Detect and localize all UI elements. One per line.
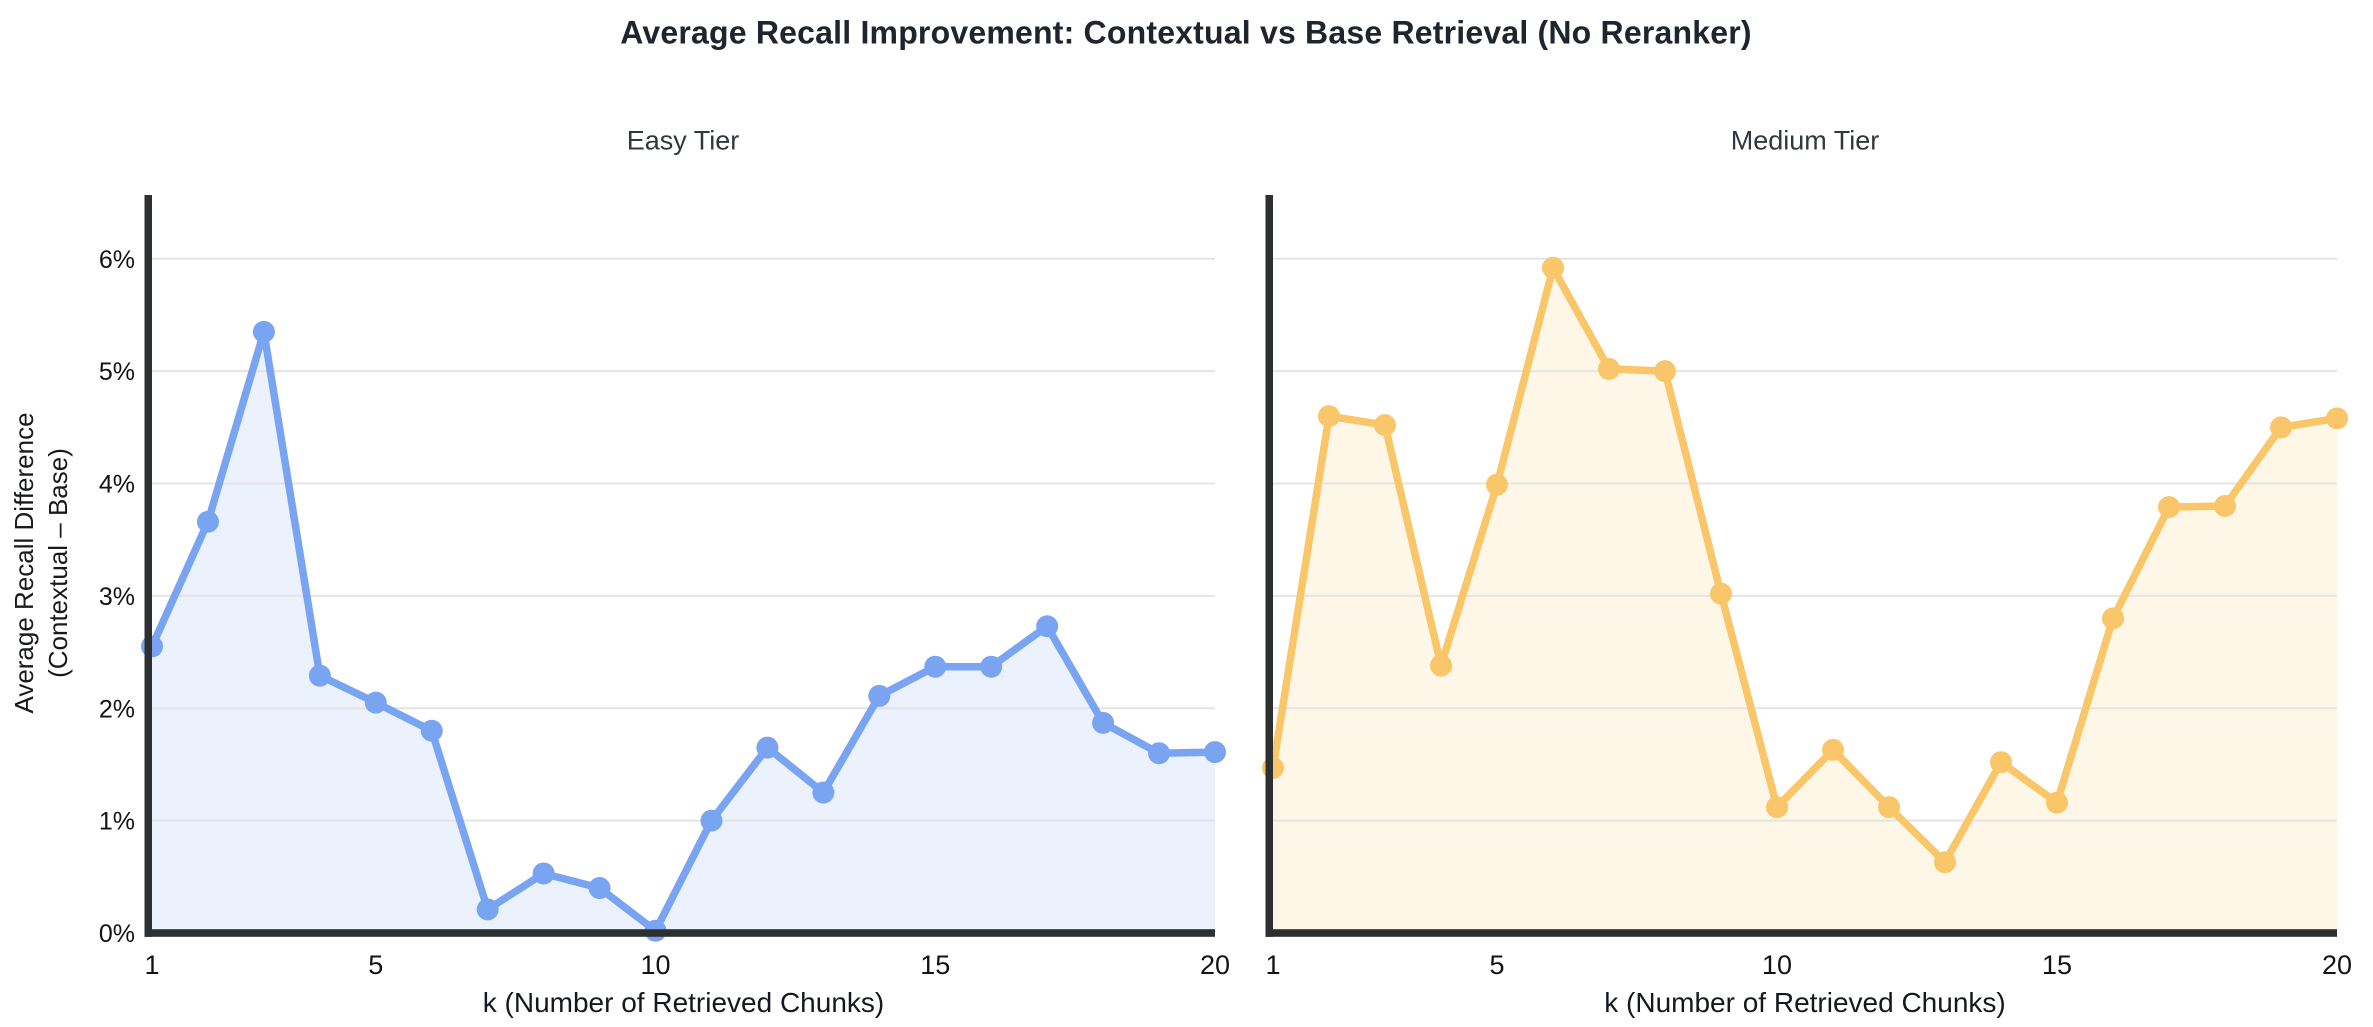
medium-tier-chart: 1 5 10 15 20k (Number of Retrieved Chunks) (1262, 195, 2352, 1018)
data-point (924, 655, 947, 678)
y-tick-label: 0% (99, 920, 135, 948)
data-point (1542, 256, 1564, 279)
x-tick-label: 1 (1265, 950, 1280, 980)
data-point (1092, 711, 1115, 734)
x-tick-label: 5 (1489, 950, 1504, 980)
data-point (812, 781, 835, 804)
easy-tier-chart: 0%1%2%3%4%5%6%1 5 10 15 20k (Number of Retri… (99, 195, 1230, 1018)
data-point (868, 684, 891, 707)
y-tick-label: 2% (99, 695, 135, 723)
y-axis-title-line1: Average Recall Difference (9, 412, 39, 714)
x-tick-label: 1 (144, 950, 159, 980)
x-tick-label: 20 (2322, 950, 2352, 980)
data-point (1654, 360, 1676, 383)
data-point (1204, 741, 1226, 764)
data-point (1990, 751, 2012, 774)
page-title: Average Recall Improvement: Contextual v… (620, 14, 1752, 51)
data-point (532, 862, 555, 885)
data-point (2046, 791, 2068, 814)
data-point (1878, 796, 1900, 819)
y-tick-label: 6% (99, 246, 135, 274)
data-point (1822, 738, 1844, 761)
y-tick-label: 5% (99, 358, 135, 386)
x-tick-label: 10 (641, 950, 671, 980)
y-tick-label: 4% (99, 471, 135, 499)
data-point (1598, 357, 1620, 380)
data-point (980, 655, 1003, 678)
y-axis-title: Average Recall Difference (Contextual – … (7, 412, 75, 713)
x-axis-line (1265, 929, 2337, 937)
data-point (756, 736, 779, 759)
data-point (308, 664, 331, 687)
x-tick-label: 15 (920, 950, 950, 980)
x-axis-title: k (Number of Retrieved Chunks) (1604, 987, 2005, 1018)
easy-tier-subtitle: Easy Tier (626, 125, 740, 156)
x-axis-line (144, 929, 1215, 937)
data-point (1430, 654, 1452, 677)
data-point (420, 719, 443, 742)
x-tick-label: 10 (1762, 950, 1792, 980)
data-point (1318, 405, 1340, 428)
data-point (2326, 407, 2348, 430)
data-point (700, 809, 723, 832)
data-point (1036, 615, 1059, 638)
data-point (252, 320, 275, 343)
y-axis-line (144, 195, 152, 937)
data-point (1934, 851, 1956, 874)
x-tick-label: 5 (368, 950, 383, 980)
data-point (2270, 416, 2292, 439)
series-area-fill (152, 331, 1215, 933)
medium-tier-subtitle: Medium Tier (1730, 125, 1880, 156)
data-point (2102, 607, 2124, 630)
data-point (2214, 495, 2236, 518)
series-area-fill (1273, 267, 2337, 933)
y-tick-label: 3% (99, 583, 135, 611)
data-point (196, 510, 219, 533)
data-point (1374, 414, 1396, 437)
series-line (1269, 264, 2341, 866)
data-point (364, 691, 387, 714)
y-tick-label: 1% (99, 808, 135, 836)
data-point (476, 898, 499, 921)
data-point (1486, 473, 1508, 496)
data-point (1148, 742, 1171, 765)
y-axis-title-line2: (Contextual – Base) (43, 448, 73, 678)
data-point (1766, 796, 1788, 819)
data-point (588, 877, 611, 900)
x-tick-label: 20 (1200, 950, 1230, 980)
x-tick-label: 15 (2042, 950, 2072, 980)
x-axis-title: k (Number of Retrieved Chunks) (483, 987, 884, 1018)
data-point (2158, 496, 2180, 519)
data-point (1710, 582, 1732, 605)
y-axis-line (1265, 195, 1273, 937)
